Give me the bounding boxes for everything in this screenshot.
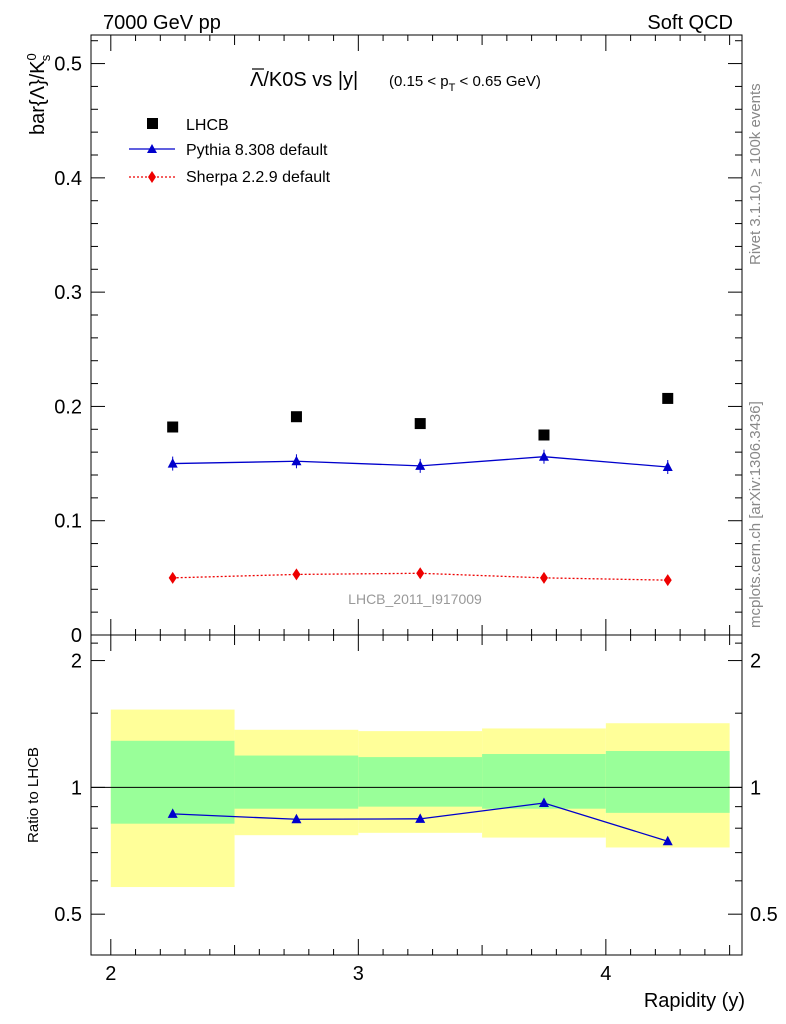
- ratio-y-tick-label: 0.5: [54, 904, 82, 926]
- rivet-label: Rivet 3.1.10, ≥ 100k events: [747, 83, 764, 265]
- data-point-sherpa: [539, 571, 548, 584]
- data-point-pythia: [291, 455, 302, 466]
- ratio-data-point-pythia: [167, 808, 178, 818]
- ratio-y-tick-label-right: 1: [750, 777, 761, 799]
- legend-marker-lhcb: [147, 118, 158, 129]
- plot-title: Λ/K0S vs |y| (0.15 < pT < 0.65 GeV): [250, 68, 541, 94]
- legend-marker-sherpa: [148, 171, 156, 183]
- plot-title-cut: (0.15 < pT < 0.65 GeV): [389, 73, 541, 94]
- y-tick-label: 0.4: [54, 168, 82, 190]
- plot-title-main: Λ/K0S vs |y|: [250, 69, 358, 91]
- data-point-lhcb: [414, 418, 426, 430]
- x-tick-label: 3: [353, 963, 364, 985]
- y-tick-label: 0.1: [54, 511, 82, 533]
- legend-label-lhcb: LHCB: [186, 117, 229, 134]
- ratio-y-tick-label: 2: [71, 651, 82, 673]
- data-point-sherpa: [292, 568, 301, 581]
- mcplots-label: mcplots.cern.ch [arXiv:1306.3436]: [747, 401, 764, 628]
- legend-label-pythia: Pythia 8.308 default: [186, 142, 328, 159]
- uncertainty-band-green: [605, 750, 730, 813]
- data-point-sherpa: [168, 571, 177, 584]
- data-point-lhcb: [167, 421, 179, 433]
- x-tick-label: 4: [600, 963, 611, 985]
- legend-marker-pythia: [147, 144, 157, 153]
- ratio-data-point-pythia: [538, 797, 549, 808]
- ratio-data-point-pythia: [291, 813, 302, 824]
- data-point-sherpa: [416, 567, 425, 580]
- legend: LHCB Pythia 8.308 default Sherpa 2.2.9 d…: [129, 117, 331, 186]
- x-axis-label: Rapidity (y): [644, 990, 745, 1012]
- data-point-lhcb: [290, 411, 302, 423]
- ratio-y-tick-label: 1: [71, 777, 82, 799]
- ratio-y-axis-label: Ratio to LHCB: [25, 747, 42, 843]
- data-point-pythia: [538, 451, 549, 461]
- ratio-panel-frame: [90, 634, 743, 956]
- data-point-pythia: [415, 460, 426, 470]
- uncertainty-band-green: [234, 755, 359, 809]
- y-tick-label: 0.5: [54, 54, 82, 76]
- y-tick-label: 0.2: [54, 396, 82, 418]
- data-point-sherpa: [663, 574, 672, 587]
- series-line-2: [172, 572, 668, 581]
- ratio-y-tick-label-right: 2: [750, 651, 761, 673]
- data-point-lhcb: [662, 392, 674, 404]
- data-point-pythia: [662, 461, 673, 471]
- y-axis-label: bar{Λ}/K0s: [24, 53, 53, 135]
- data-point-pythia: [167, 458, 178, 468]
- y-tick-label: 0: [71, 625, 82, 647]
- ratio-y-tick-label-right: 0.5: [750, 904, 778, 926]
- ratio-data-point-pythia: [662, 835, 673, 846]
- analysis-label: LHCB_2011_I917009: [348, 591, 482, 607]
- ratio-plot-layer: 0.5 0.5 1 1 2 2 2 3 4: [54, 635, 778, 985]
- legend-label-sherpa: Sherpa 2.2.9 default: [186, 169, 331, 186]
- header-right: Soft QCD: [647, 12, 733, 34]
- ratio-data-point-pythia: [415, 813, 426, 823]
- data-point-lhcb: [538, 429, 550, 441]
- x-tick-label: 2: [105, 963, 116, 985]
- main-plot-layer: 0 0.1 0.2 0.3 0.4 0.5: [54, 35, 742, 647]
- uncertainty-band-green: [358, 757, 483, 807]
- y-tick-label: 0.3: [54, 282, 82, 304]
- header-left: 7000 GeV pp: [103, 12, 221, 34]
